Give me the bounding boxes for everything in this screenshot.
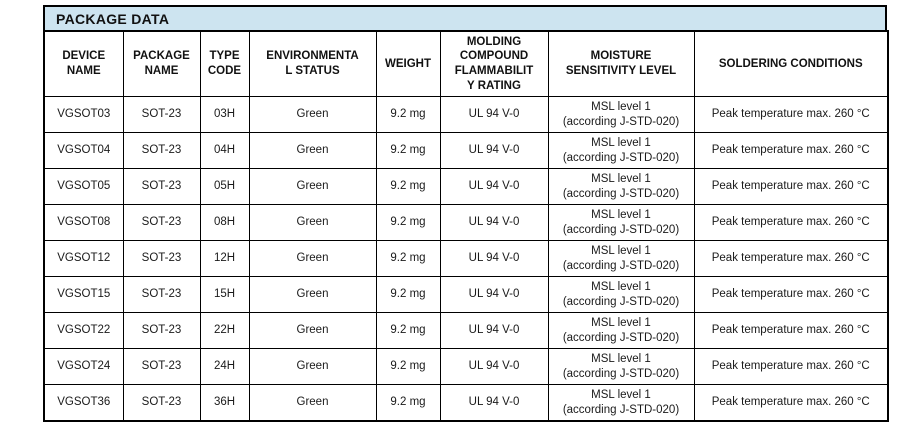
column-header-device-name: DEVICE NAME <box>43 30 124 97</box>
table-cell: VGSOT05 <box>43 168 124 205</box>
table-cell: SOT-23 <box>122 204 201 241</box>
column-header-type-code: TYPE CODE <box>199 30 250 97</box>
table-cell: UL 94 V-0 <box>439 384 549 422</box>
table-cell: 9.2 mg <box>375 132 441 169</box>
table-cell: MSL level 1 (according J-STD-020) <box>547 312 695 349</box>
table-cell: SOT-23 <box>122 384 201 422</box>
table-cell: VGSOT24 <box>43 348 124 385</box>
table-cell: MSL level 1 (according J-STD-020) <box>547 96 695 133</box>
table-cell: Green <box>248 240 377 277</box>
table-cell: UL 94 V-0 <box>439 312 549 349</box>
table-header: DEVICE NAME PACKAGE NAME TYPE CODE ENVIR… <box>43 30 889 97</box>
table-cell: Green <box>248 348 377 385</box>
column-header-soldering-conditions: SOLDERING CONDITIONS <box>693 30 889 97</box>
table-cell: VGSOT12 <box>43 240 124 277</box>
table-cell: Peak temperature max. 260 °C <box>693 312 889 349</box>
table-title: PACKAGE DATA <box>56 10 170 27</box>
table-cell: Peak temperature max. 260 °C <box>693 132 889 169</box>
table-cell: Green <box>248 276 377 313</box>
table-row: VGSOT24 SOT-23 24H Green 9.2 mg UL 94 V-0 MSL … <box>43 348 889 385</box>
table-cell: UL 94 V-0 <box>439 168 549 205</box>
table-cell: Green <box>248 204 377 241</box>
table-cell: VGSOT22 <box>43 312 124 349</box>
table-cell: VGSOT36 <box>43 384 124 422</box>
package-data-section: PACKAGE DATA DEVICE NAME PACKAGE NAME TY… <box>43 5 889 422</box>
table-cell: Peak temperature max. 260 °C <box>693 384 889 422</box>
table-title-bar: PACKAGE DATA <box>43 5 887 30</box>
table-row: VGSOT04 SOT-23 04H Green 9.2 mg UL 94 V-0 MSL … <box>43 132 889 169</box>
table-cell: Peak temperature max. 260 °C <box>693 96 889 133</box>
table-row: VGSOT05 SOT-23 05H Green 9.2 mg UL 94 V-0 MSL … <box>43 168 889 205</box>
table-cell: MSL level 1 (according J-STD-020) <box>547 276 695 313</box>
table-cell: 9.2 mg <box>375 312 441 349</box>
table-cell: UL 94 V-0 <box>439 96 549 133</box>
table-cell: UL 94 V-0 <box>439 348 549 385</box>
table-body: VGSOT03 SOT-23 03H Green 9.2 mg UL 94 V-0 MSL … <box>43 96 889 422</box>
table-row: VGSOT15 SOT-23 15H Green 9.2 mg UL 94 V-0 MSL … <box>43 276 889 313</box>
table-row: VGSOT12 SOT-23 12H Green 9.2 mg UL 94 V-0 MSL … <box>43 240 889 277</box>
table-cell: Peak temperature max. 260 °C <box>693 348 889 385</box>
column-header-environmental-status: ENVIRONMENTA L STATUS <box>248 30 377 97</box>
table-cell: MSL level 1 (according J-STD-020) <box>547 204 695 241</box>
table-cell: Green <box>248 96 377 133</box>
table-row: VGSOT36 SOT-23 36H Green 9.2 mg UL 94 V-0 MSL … <box>43 384 889 422</box>
table-cell: MSL level 1 (according J-STD-020) <box>547 132 695 169</box>
table-cell: SOT-23 <box>122 312 201 349</box>
table-row: VGSOT22 SOT-23 22H Green 9.2 mg UL 94 V-0 MSL … <box>43 312 889 349</box>
table-cell: MSL level 1 (according J-STD-020) <box>547 348 695 385</box>
table-cell: 9.2 mg <box>375 168 441 205</box>
table-cell: SOT-23 <box>122 132 201 169</box>
table-cell: 05H <box>199 168 250 205</box>
table-cell: 12H <box>199 240 250 277</box>
table-cell: UL 94 V-0 <box>439 204 549 241</box>
table-cell: MSL level 1 (according J-STD-020) <box>547 384 695 422</box>
table-cell: UL 94 V-0 <box>439 240 549 277</box>
table-cell: 9.2 mg <box>375 348 441 385</box>
table-cell: 15H <box>199 276 250 313</box>
table-cell: SOT-23 <box>122 276 201 313</box>
table-cell: 04H <box>199 132 250 169</box>
table-cell: 36H <box>199 384 250 422</box>
table-cell: UL 94 V-0 <box>439 276 549 313</box>
table-cell: 9.2 mg <box>375 96 441 133</box>
table-cell: UL 94 V-0 <box>439 132 549 169</box>
table-row: VGSOT03 SOT-23 03H Green 9.2 mg UL 94 V-0 MSL … <box>43 96 889 133</box>
column-header-moisture-sensitivity-level: MOISTURE SENSITIVITY LEVEL <box>547 30 695 97</box>
table-cell: SOT-23 <box>122 348 201 385</box>
column-header-molding-compound-flammability-rating: MOLDING COMPOUND FLAMMABILIT Y RATING <box>439 30 549 97</box>
table-cell: VGSOT04 <box>43 132 124 169</box>
table-cell: 03H <box>199 96 250 133</box>
table-cell: 9.2 mg <box>375 240 441 277</box>
table-cell: MSL level 1 (according J-STD-020) <box>547 168 695 205</box>
table-cell: 08H <box>199 204 250 241</box>
table-cell: VGSOT08 <box>43 204 124 241</box>
table-cell: Green <box>248 132 377 169</box>
column-header-weight: WEIGHT <box>375 30 441 97</box>
table-cell: VGSOT03 <box>43 96 124 133</box>
table-cell: 24H <box>199 348 250 385</box>
table-cell: Green <box>248 168 377 205</box>
package-data-table: DEVICE NAME PACKAGE NAME TYPE CODE ENVIR… <box>43 30 889 422</box>
table-cell: Peak temperature max. 260 °C <box>693 204 889 241</box>
table-cell: 9.2 mg <box>375 384 441 422</box>
table-cell: VGSOT15 <box>43 276 124 313</box>
table-cell: SOT-23 <box>122 96 201 133</box>
table-cell: SOT-23 <box>122 168 201 205</box>
header-row: DEVICE NAME PACKAGE NAME TYPE CODE ENVIR… <box>43 30 889 97</box>
table-cell: 9.2 mg <box>375 276 441 313</box>
table-cell: Green <box>248 312 377 349</box>
column-header-package-name: PACKAGE NAME <box>122 30 201 97</box>
table-cell: Peak temperature max. 260 °C <box>693 240 889 277</box>
table-row: VGSOT08 SOT-23 08H Green 9.2 mg UL 94 V-0 MSL … <box>43 204 889 241</box>
table-cell: 9.2 mg <box>375 204 441 241</box>
table-cell: Green <box>248 384 377 422</box>
table-cell: SOT-23 <box>122 240 201 277</box>
table-cell: 22H <box>199 312 250 349</box>
table-cell: MSL level 1 (according J-STD-020) <box>547 240 695 277</box>
table-cell: Peak temperature max. 260 °C <box>693 276 889 313</box>
table-cell: Peak temperature max. 260 °C <box>693 168 889 205</box>
